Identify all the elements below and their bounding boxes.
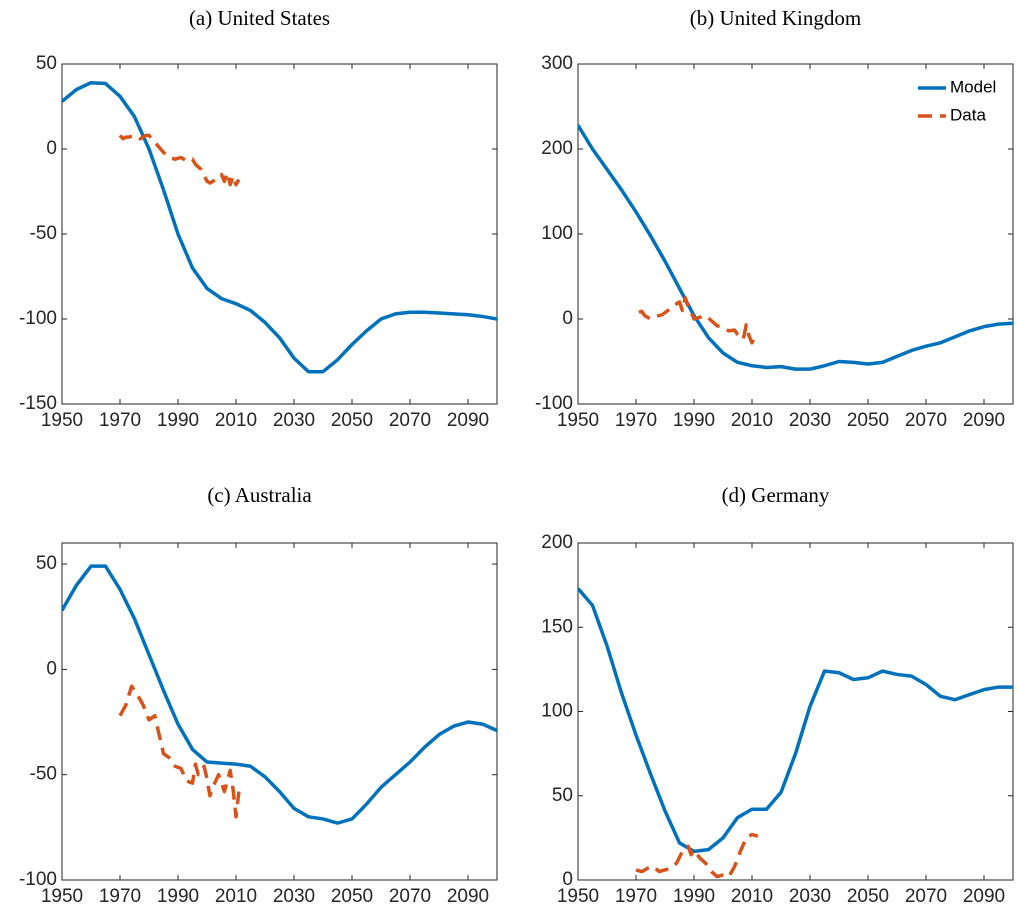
x-tick-label: 2030 — [789, 410, 831, 431]
x-tick-label: 1990 — [157, 886, 199, 907]
x-tick-label: 2010 — [215, 410, 257, 431]
y-tick-label: 0 — [46, 138, 57, 159]
chart-title: (a) United States — [189, 6, 330, 30]
y-tick-label: -100 — [19, 308, 57, 329]
x-tick-label: 1990 — [673, 886, 715, 907]
series-line — [638, 296, 757, 345]
x-tick-label: 2090 — [447, 410, 489, 431]
x-tick-label: 2090 — [447, 886, 489, 907]
y-tick-label: 50 — [36, 53, 57, 74]
x-tick-label: 1990 — [673, 410, 715, 431]
x-tick-label: 2070 — [389, 886, 431, 907]
y-tick-label: 100 — [541, 223, 573, 244]
x-tick-label: 2050 — [331, 410, 373, 431]
x-tick-label: 2010 — [731, 886, 773, 907]
y-tick-label: -50 — [30, 223, 57, 244]
plot-area — [577, 63, 1014, 405]
x-tick-label: 2010 — [731, 410, 773, 431]
x-tick-label: 2070 — [905, 410, 947, 431]
x-tick-label: 2090 — [963, 886, 1005, 907]
x-tick-label: 2050 — [847, 410, 889, 431]
series-line — [118, 133, 241, 187]
y-tick-label: 0 — [562, 869, 573, 890]
y-tick-label: -50 — [30, 764, 57, 785]
y-tick-label: 0 — [46, 658, 57, 679]
x-tick-label: 1970 — [99, 410, 141, 431]
x-tick-label: 1970 — [99, 886, 141, 907]
y-tick-label: 100 — [541, 701, 573, 722]
y-tick-label: 150 — [541, 616, 573, 637]
x-tick-label: 2050 — [847, 886, 889, 907]
series-line — [62, 80, 497, 374]
chart-title: (b) United Kingdom — [690, 6, 861, 30]
x-tick-label: 2090 — [963, 410, 1005, 431]
x-tick-label: 2030 — [273, 410, 315, 431]
y-tick-label: 200 — [541, 532, 573, 553]
y-tick-label: -100 — [19, 869, 57, 890]
y-tick-label: 300 — [541, 53, 573, 74]
x-tick-label: 1950 — [41, 410, 83, 431]
y-tick-label: -150 — [19, 393, 57, 414]
x-tick-label: 2070 — [905, 886, 947, 907]
legend-label: Data — [950, 105, 986, 124]
y-tick-label: 0 — [562, 308, 573, 329]
x-tick-label: 1950 — [557, 886, 599, 907]
x-tick-label: 2070 — [389, 410, 431, 431]
x-tick-label: 2030 — [789, 886, 831, 907]
series-line — [118, 684, 241, 819]
series-line — [635, 832, 759, 879]
legend-label: Model — [950, 77, 996, 96]
x-tick-label: 1970 — [615, 410, 657, 431]
series-line — [578, 587, 1013, 854]
x-tick-label: 1990 — [157, 410, 199, 431]
x-tick-label: 2010 — [215, 886, 257, 907]
chart-title: (d) Germany — [722, 483, 830, 507]
x-tick-label: 2050 — [331, 886, 373, 907]
x-tick-label: 1950 — [557, 410, 599, 431]
series-line — [578, 124, 1013, 371]
y-tick-label: 50 — [36, 553, 57, 574]
y-tick-label: -100 — [535, 393, 573, 414]
chart-title: (c) Australia — [207, 483, 312, 507]
x-tick-label: 1970 — [615, 886, 657, 907]
plot-area — [61, 63, 498, 405]
y-tick-label: 50 — [552, 785, 573, 806]
plot-area — [577, 542, 1014, 881]
series-line — [62, 564, 497, 825]
plot-area — [61, 542, 498, 881]
x-tick-label: 2030 — [273, 886, 315, 907]
x-tick-label: 1950 — [41, 886, 83, 907]
y-tick-label: 200 — [541, 138, 573, 159]
